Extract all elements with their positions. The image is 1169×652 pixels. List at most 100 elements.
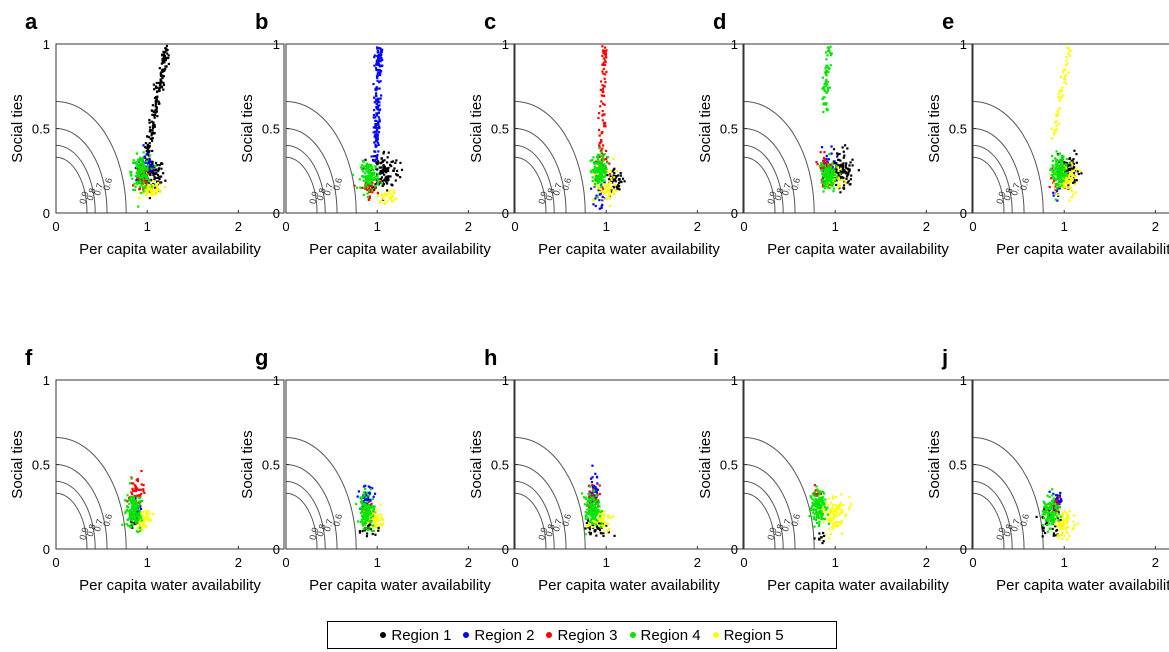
- data-point: [609, 175, 612, 178]
- data-point: [589, 501, 593, 504]
- data-point: [368, 165, 371, 169]
- data-point: [1044, 504, 1047, 507]
- data-point: [598, 134, 601, 137]
- data-point: [155, 109, 158, 112]
- data-point: [837, 172, 840, 175]
- data-point: [825, 78, 828, 81]
- data-point: [1055, 189, 1059, 193]
- data-point: [598, 173, 602, 176]
- legend-item-region-1: Region 1: [380, 627, 451, 644]
- data-point: [141, 186, 144, 189]
- data-point: [613, 172, 616, 175]
- data-point: [845, 162, 848, 165]
- data-point: [602, 531, 605, 535]
- data-point: [146, 517, 150, 520]
- data-point: [1056, 517, 1059, 520]
- data-point: [815, 510, 818, 513]
- data-point: [848, 168, 851, 171]
- y-tick-label: 0.5: [720, 122, 738, 137]
- data-point: [1057, 122, 1060, 125]
- data-point: [370, 171, 373, 174]
- data-point: [600, 166, 604, 169]
- data-point: [857, 169, 860, 172]
- data-point: [600, 182, 603, 185]
- data-point: [1067, 47, 1070, 50]
- data-point: [600, 525, 603, 528]
- y-tick-label: 0: [43, 542, 50, 557]
- data-point: [823, 165, 827, 168]
- data-point: [152, 121, 155, 124]
- data-point: [369, 173, 372, 176]
- data-point: [610, 178, 613, 181]
- data-point: [374, 185, 377, 188]
- data-point: [161, 77, 164, 80]
- data-point: [149, 129, 152, 132]
- data-point: [832, 190, 835, 193]
- data-point: [369, 516, 372, 519]
- data-point: [361, 516, 364, 519]
- data-point: [1070, 179, 1073, 183]
- data-point: [588, 531, 591, 534]
- data-point: [362, 508, 365, 511]
- data-point: [592, 510, 595, 514]
- data-point: [824, 501, 827, 504]
- data-point: [376, 193, 379, 196]
- data-point: [373, 160, 376, 163]
- y-tick-label: 0: [731, 206, 738, 221]
- data-point: [374, 123, 377, 126]
- data-point: [599, 519, 603, 522]
- data-point: [591, 512, 595, 515]
- data-point: [1056, 494, 1059, 497]
- data-point: [141, 499, 144, 502]
- data-point: [827, 165, 830, 168]
- contour-line-2: [744, 480, 784, 549]
- data-point: [148, 159, 151, 162]
- series-cluster-3: [808, 485, 831, 528]
- data-point: [130, 522, 134, 525]
- data-point: [1057, 153, 1060, 157]
- data-point: [374, 87, 378, 90]
- data-point: [380, 176, 384, 179]
- data-point: [140, 469, 143, 473]
- data-point: [142, 151, 145, 154]
- data-point: [832, 515, 836, 518]
- series-cluster-4: [580, 485, 604, 536]
- data-point: [1061, 71, 1064, 74]
- data-point: [358, 178, 361, 181]
- data-point: [605, 149, 608, 152]
- data-point: [593, 168, 596, 171]
- data-point: [600, 172, 603, 175]
- legend-item-region-3: Region 3: [546, 627, 618, 644]
- data-point: [596, 511, 599, 515]
- x-tick-label: 2: [923, 219, 930, 234]
- data-point: [603, 77, 606, 80]
- data-point: [1052, 492, 1055, 495]
- data-point: [374, 166, 377, 169]
- data-point: [135, 171, 138, 175]
- data-point: [157, 87, 161, 91]
- contour-line-0: [744, 100, 815, 213]
- data-point: [393, 167, 396, 170]
- data-point: [142, 168, 146, 171]
- data-point: [154, 164, 157, 167]
- data-point: [823, 185, 826, 189]
- series-cluster-4: [1041, 488, 1062, 533]
- data-point: [131, 177, 134, 180]
- data-point: [1060, 160, 1063, 163]
- data-point: [163, 50, 167, 54]
- data-point: [368, 196, 371, 200]
- data-point: [376, 87, 379, 90]
- data-point: [377, 54, 380, 57]
- data-point: [366, 167, 369, 170]
- data-point: [163, 186, 167, 189]
- data-point: [586, 511, 589, 514]
- data-point: [1072, 172, 1076, 175]
- data-point: [603, 113, 606, 116]
- data-point: [365, 496, 368, 499]
- data-point: [825, 165, 828, 168]
- data-point: [160, 162, 163, 165]
- data-point: [144, 519, 147, 522]
- data-point: [614, 183, 617, 186]
- data-point: [146, 148, 149, 151]
- data-point: [603, 163, 606, 166]
